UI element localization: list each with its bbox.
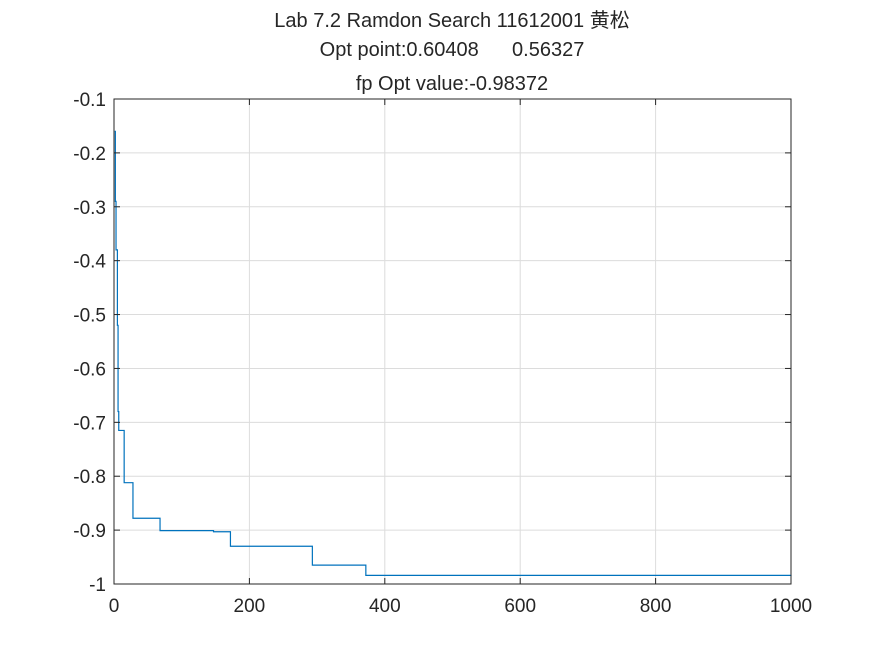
x-tick-label: 1000	[770, 596, 812, 617]
x-tick-label: 400	[369, 596, 401, 617]
title-line-3: fp Opt value:-0.98372	[356, 73, 548, 95]
chart-title: Lab 7.2 Ramdon Search 11612001 黄松 Opt po…	[274, 9, 629, 95]
series-group	[114, 130, 792, 576]
x-axis-ticks: 0 200 400 600 800 1000	[109, 99, 812, 617]
grid	[113, 98, 792, 585]
y-tick-label: -0.1	[73, 90, 106, 111]
y-tick-label: -0.4	[73, 252, 106, 273]
y-tick-label: -0.8	[73, 467, 106, 488]
x-tick-label: 800	[640, 596, 672, 617]
axes-box	[113, 98, 792, 585]
y-tick-label: -0.3	[73, 198, 106, 219]
y-axis-ticks: -1 -0.9 -0.8 -0.7 -0.6 -0.5 -0.4 -0.3 -0.2 -0.1	[73, 90, 791, 596]
y-tick-label: -0.5	[73, 306, 106, 327]
x-tick-label: 200	[234, 596, 266, 617]
title-line-1: Lab 7.2 Ramdon Search 11612001 黄松	[274, 9, 629, 32]
y-tick-label: -0.6	[73, 359, 106, 380]
x-tick-label: 0	[109, 596, 120, 617]
x-tick-label: 600	[504, 596, 536, 617]
y-tick-label: -0.9	[73, 521, 106, 542]
y-tick-label: -0.7	[73, 413, 106, 434]
title-line-2: Opt point:0.60408 0.56327	[320, 39, 585, 61]
y-tick-label: -0.2	[73, 144, 106, 165]
axes	[113, 98, 792, 585]
series-line-0	[114, 130, 792, 576]
y-tick-label: -1	[89, 575, 106, 596]
